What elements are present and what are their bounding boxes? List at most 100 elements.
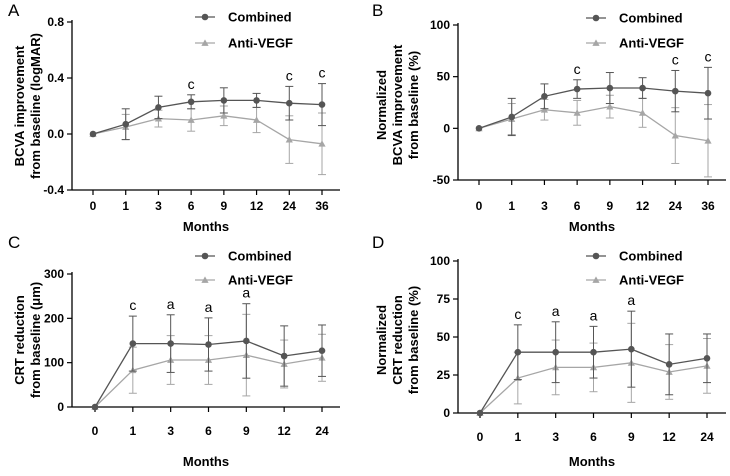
x-tick-label: 0 [92,424,99,438]
significance-label: c [129,297,136,313]
legend-marker [592,14,600,22]
y-tick-label: 50 [437,330,451,344]
series-combined [475,66,712,137]
x-tick-label: 24 [315,424,329,438]
data-point [541,93,548,100]
data-point [187,98,195,106]
data-point [704,137,712,144]
y-tick-label: 200 [44,311,64,325]
legend-label: Combined [228,249,292,264]
y-tick-label: 25 [437,368,451,382]
x-tick-label: 12 [636,199,650,213]
x-axis-title: Months [569,219,615,234]
x-tick-label: 3 [541,199,548,213]
legend-label: Combined [228,10,292,25]
x-tick-label: 36 [315,199,329,213]
x-tick-label: 12 [277,424,291,438]
x-tick-label: 9 [243,424,250,438]
data-point [671,87,679,95]
data-point [552,348,559,356]
x-tick-label: 0 [476,199,483,213]
legend-marker [201,252,209,260]
data-point [220,112,228,119]
x-tick-label: 24 [283,199,297,213]
x-tick-label: 6 [188,199,195,213]
data-point [91,403,99,411]
data-point [540,106,549,113]
y-tick-label: 0.8 [47,15,64,29]
legend-label: Anti-VEGF [228,273,293,288]
significance-label: a [242,285,250,301]
legend-label: Combined [619,11,683,26]
data-point [220,97,228,104]
y-tick-label: 100 [430,18,450,32]
data-point [129,340,137,347]
x-tick-label: 9 [628,430,635,444]
series-line [92,115,323,145]
data-point [155,104,162,111]
x-axis-title: Months [183,219,229,234]
series-combined [476,310,711,417]
x-tick-label: 1 [122,199,129,213]
data-point [606,84,614,92]
data-point [573,85,581,93]
legend: Combined Anti-VEGF [195,249,293,288]
data-point [514,348,522,356]
y-axis-title-line: CRT reduction [390,295,405,385]
data-point [285,99,293,107]
data-point [205,341,212,348]
x-tick-label: 24 [669,199,683,213]
x-tick-label: 3 [552,430,559,444]
significance-label: a [552,303,560,319]
y-tick-label: 0 [443,406,450,420]
y-tick-label: 75 [437,292,451,306]
legend-marker [201,13,209,21]
significance-label: a [205,299,213,315]
y-axis-title-line: from baseline (logMAR) [28,33,43,179]
x-tick-label: 9 [221,199,228,213]
x-tick-label: 1 [129,424,136,438]
y-tick-label: 0.0 [47,127,64,141]
significance-label: c [672,51,679,67]
data-point [285,136,293,143]
legend-marker [592,39,600,46]
y-axis-title-line: Normalized [374,70,389,140]
y-axis-title-line: from baseline (μm) [28,282,43,398]
y-tick-label: -0.4 [43,183,64,197]
legend: Combined Anti-VEGF [586,249,684,288]
data-point [476,409,484,417]
data-point [703,354,711,362]
chart-panel-d: D 0 25 50 75 100 0 1 3 6 9 12 24 Months Normalized CRT … [372,233,726,469]
legend-marker [201,39,209,46]
significance-label: a [590,307,598,323]
y-axis-title-line: BCVA improvement [390,44,405,165]
x-tick-label: 1 [508,199,515,213]
data-point [243,337,250,345]
data-point [318,140,326,147]
series-combined [91,303,326,411]
y-tick-label: 300 [44,267,64,281]
legend-marker [592,252,600,260]
legend: Combined Anti-VEGF [195,10,293,51]
y-axis-title-line: Normalized [374,305,389,375]
y-tick-label: -50 [433,173,451,187]
data-point [318,101,326,108]
y-tick-label: 0 [57,400,64,414]
data-point [252,116,261,123]
legend-label: Anti-VEGF [228,36,293,51]
legend: Combined Anti-VEGF [586,11,684,51]
x-tick-label: 36 [701,199,715,213]
chart-panel-c: C 0 100 200 300 0 1 3 6 9 12 24 Months CRT reduction f… [8,233,340,469]
data-point [187,116,195,123]
y-axis-title-line: from baseline (%) [406,51,421,159]
x-axis-title: Months [569,454,615,469]
data-point [475,125,483,132]
x-tick-label: 6 [574,199,581,213]
x-tick-label: 0 [477,430,484,444]
y-tick-label: 100 [430,254,450,268]
data-point [665,361,673,368]
x-tick-label: 3 [155,199,162,213]
data-point [280,352,288,360]
y-tick-label: 50 [437,70,451,84]
